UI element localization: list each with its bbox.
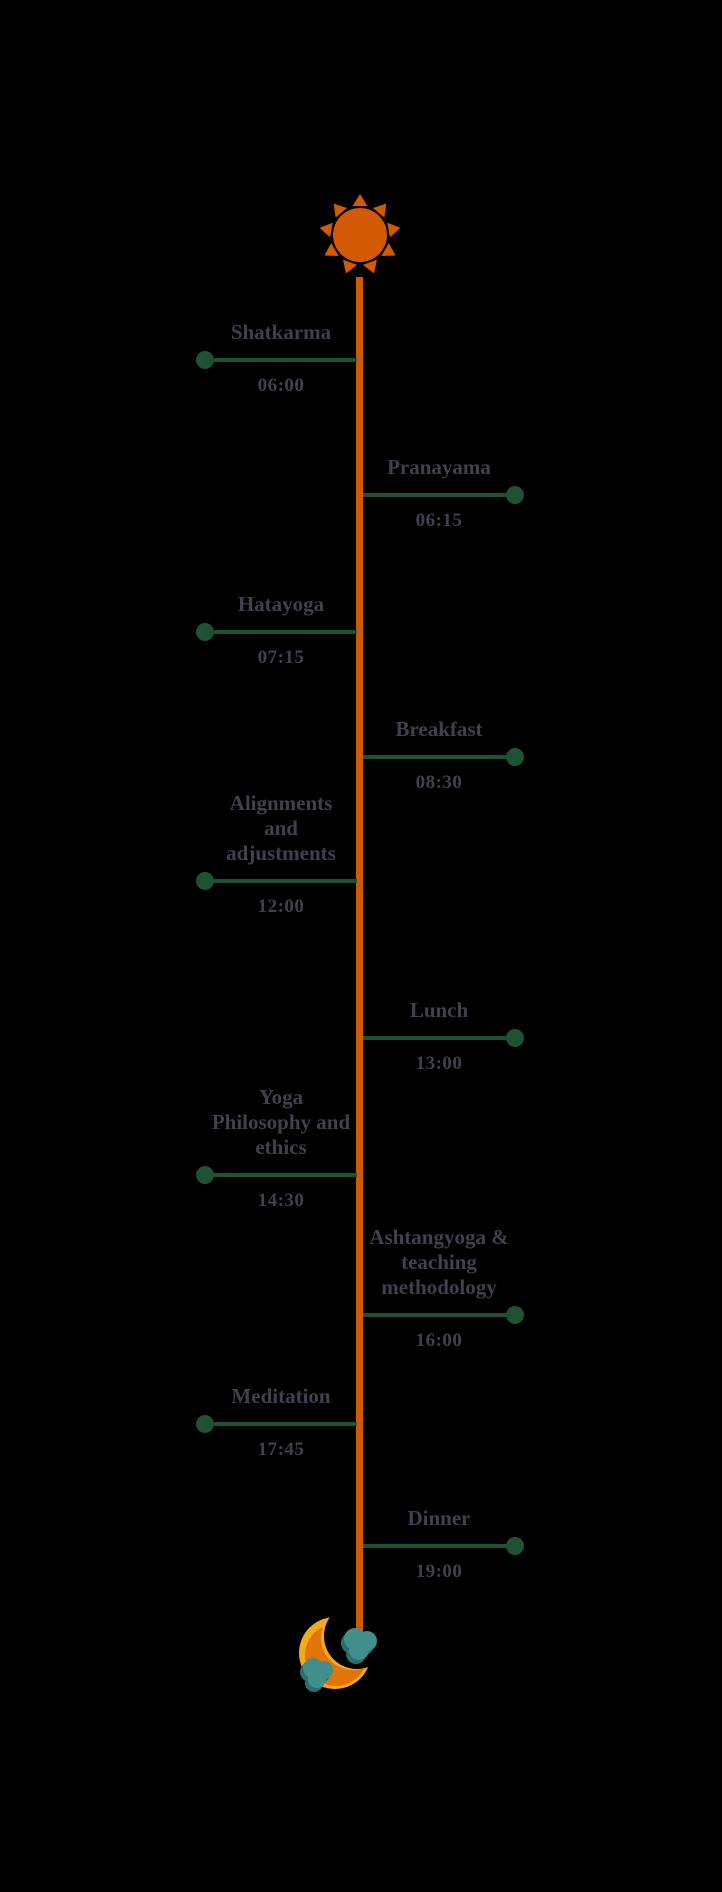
event-label: Yoga Philosophy and ethics [211, 1085, 351, 1159]
event-connector-line [205, 630, 357, 634]
sun-icon [319, 194, 401, 274]
event-connector-line [363, 1544, 515, 1548]
event-time: 16:00 [415, 1330, 463, 1351]
event-dot [506, 748, 524, 766]
event-label: Pranayama [387, 455, 491, 479]
event-time: 07:15 [257, 647, 305, 668]
event-time: 12:00 [257, 896, 305, 917]
event-dot [196, 872, 214, 890]
event-connector-line [205, 879, 357, 883]
event-dot [506, 1029, 524, 1047]
event-connector-line [205, 358, 357, 362]
event-label: Lunch [409, 998, 469, 1022]
event-time: 19:00 [415, 1561, 463, 1582]
event-time: 06:00 [257, 375, 305, 396]
event-dot [506, 486, 524, 504]
event-connector-line [363, 493, 515, 497]
event-dot [196, 623, 214, 641]
event-connector-line [205, 1173, 357, 1177]
event-connector-line [363, 1313, 515, 1317]
event-label: Shatkarma [230, 320, 332, 344]
event-time: 14:30 [257, 1190, 305, 1211]
event-time: 13:00 [415, 1053, 463, 1074]
event-label: Meditation [231, 1384, 331, 1408]
event-time: 17:45 [257, 1439, 305, 1460]
event-label: Dinner [407, 1506, 471, 1530]
event-time: 06:15 [415, 510, 463, 531]
event-label: Hatayoga [237, 592, 325, 616]
event-label: Alignments and adjustments [226, 791, 336, 865]
event-dot [506, 1306, 524, 1324]
event-label: Breakfast [395, 717, 483, 741]
event-dot [506, 1537, 524, 1555]
event-dot [196, 1166, 214, 1184]
event-dot [196, 351, 214, 369]
event-label: Ashtangyoga & teaching methodology [369, 1225, 509, 1299]
event-time: 08:30 [415, 772, 463, 793]
moon-with-clouds-icon [299, 1617, 377, 1692]
event-dot [196, 1415, 214, 1433]
event-connector-line [363, 755, 515, 759]
event-connector-line [363, 1036, 515, 1040]
event-connector-line [205, 1422, 357, 1426]
timeline-axis [356, 277, 363, 1638]
